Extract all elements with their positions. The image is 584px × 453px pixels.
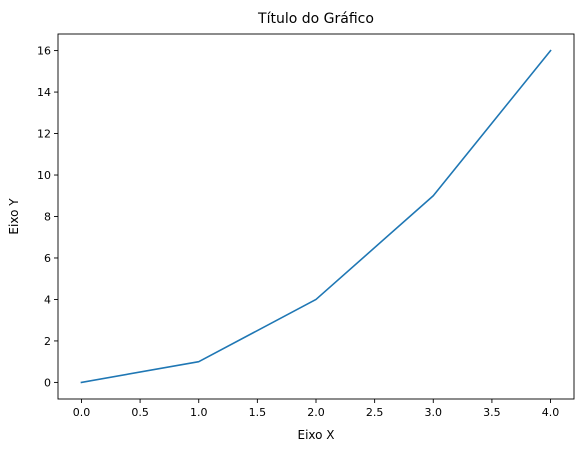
x-axis-label: Eixo X (297, 428, 334, 442)
y-tick-label: 0 (44, 376, 51, 389)
y-axis-label: Eixo Y (7, 198, 21, 235)
x-tick-label: 4.0 (542, 406, 560, 419)
x-tick-label: 0.5 (131, 406, 149, 419)
y-tick-label: 14 (37, 86, 51, 99)
y-tick-label: 10 (37, 169, 51, 182)
y-tick-label: 6 (44, 252, 51, 265)
x-tick-label: 3.5 (483, 406, 501, 419)
y-tick-label: 2 (44, 335, 51, 348)
x-tick-label: 2.0 (307, 406, 325, 419)
x-tick-label: 2.5 (366, 406, 384, 419)
plot-area: 0.0 0.5 1.0 1.5 2.0 2.5 3.0 3.5 4.0 0 2 4 6 8 10 12 14 16 (37, 33, 575, 419)
axes-frame (57, 33, 575, 400)
series-line (80, 49, 552, 384)
y-tick-label: 12 (37, 128, 51, 141)
x-tick-label: 1.0 (190, 406, 208, 419)
x-tick-label: 1.5 (249, 406, 267, 419)
chart-title: Título do Gráfico (257, 11, 374, 27)
y-tick-label: 8 (44, 211, 51, 224)
y-tick-label: 4 (44, 293, 51, 306)
x-tick-label: 0.0 (73, 406, 91, 419)
x-tick-label: 3.0 (425, 406, 443, 419)
y-tick-label: 16 (37, 45, 51, 58)
